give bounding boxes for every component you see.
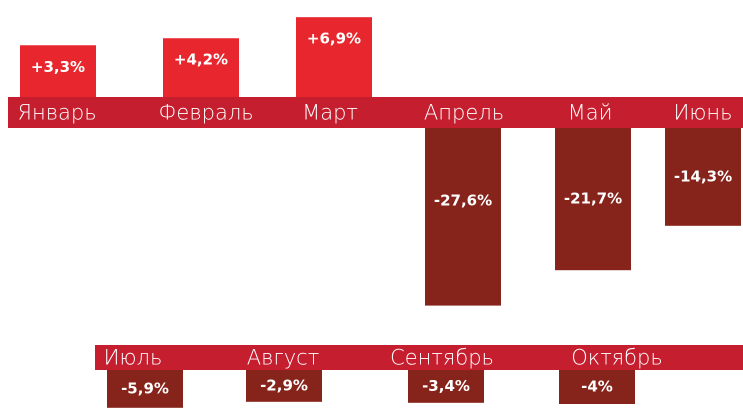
bar <box>408 370 484 403</box>
bar <box>163 38 239 97</box>
value-label: -3,4% <box>422 377 470 395</box>
bar <box>246 370 322 402</box>
category-label: Май <box>568 101 613 125</box>
value-label: -14,3% <box>674 167 732 185</box>
bar <box>20 45 96 97</box>
bar <box>425 128 501 306</box>
category-label: Сентябрь <box>390 346 494 370</box>
value-label: +3,3% <box>31 58 85 76</box>
value-label: -4% <box>581 378 613 396</box>
value-label: +4,2% <box>174 51 228 69</box>
value-label: +6,9% <box>307 30 361 48</box>
category-label: Март <box>302 101 358 125</box>
category-label: Январь <box>17 101 96 125</box>
value-label: -2,9% <box>260 376 308 394</box>
category-label: Июнь <box>673 101 732 125</box>
bar <box>665 128 741 226</box>
value-label: -21,7% <box>564 190 622 208</box>
category-label: Февраль <box>158 101 253 125</box>
category-label: Август <box>247 346 320 370</box>
category-label: Июль <box>104 346 163 370</box>
value-label: -5,9% <box>121 379 169 397</box>
bar <box>296 17 372 97</box>
value-label: -27,6% <box>434 192 492 210</box>
category-label: Апрель <box>424 101 504 125</box>
category-band <box>95 345 743 370</box>
category-band <box>8 97 743 128</box>
bar <box>555 128 631 271</box>
category-label: Октябрь <box>571 346 663 370</box>
bar <box>107 370 183 408</box>
bar <box>559 370 635 404</box>
